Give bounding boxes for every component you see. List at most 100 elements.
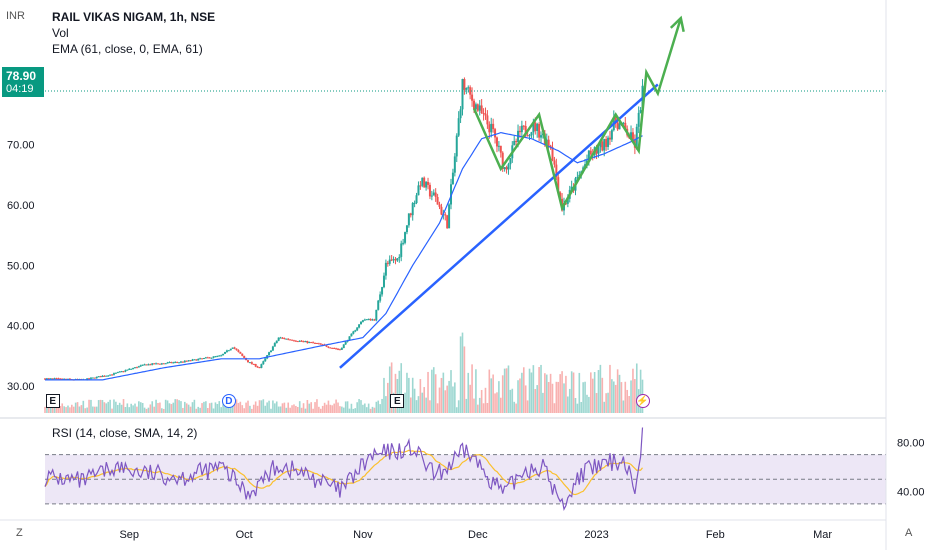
- volume-bar: [277, 406, 280, 413]
- candle-body: [97, 376, 100, 378]
- volume-bar: [620, 382, 623, 413]
- candle-body: [513, 140, 516, 146]
- candle-body: [174, 361, 177, 363]
- volume-bar: [563, 383, 565, 413]
- candle-body: [204, 357, 207, 359]
- candle-body: [507, 164, 510, 170]
- candle-body: [312, 342, 315, 344]
- volume-bar: [365, 407, 368, 413]
- candle-body: [89, 377, 92, 379]
- volume-bar: [143, 407, 146, 413]
- volume-bar: [222, 399, 224, 413]
- candle-body: [327, 346, 330, 348]
- volume-bar: [298, 401, 301, 413]
- volume-bar: [547, 382, 550, 413]
- candle-body: [409, 213, 412, 216]
- candle-body: [166, 362, 169, 364]
- auto-scale-button[interactable]: A: [905, 527, 913, 539]
- volume-bar: [134, 403, 136, 413]
- volume-bar: [147, 407, 150, 413]
- candle-body: [419, 185, 422, 187]
- candle-body: [116, 372, 119, 374]
- rsi-axis: 80.00 40.00: [897, 437, 925, 498]
- candle-body: [59, 378, 62, 380]
- candle-body: [224, 351, 227, 354]
- volume-bar: [358, 399, 360, 413]
- candle-body: [358, 324, 361, 328]
- dividend-badge[interactable]: D: [221, 394, 236, 408]
- earnings-badge[interactable]: E: [390, 394, 405, 408]
- volume-bar: [607, 392, 609, 413]
- candle-body: [107, 375, 110, 377]
- volume-bar: [498, 381, 500, 413]
- candle-body: [289, 339, 292, 341]
- volume-bar: [501, 375, 504, 413]
- candle-body: [220, 355, 223, 357]
- volume-bar: [285, 407, 288, 413]
- candle-body: [216, 355, 219, 357]
- volume-bar: [442, 372, 445, 413]
- zigzag-projection-drawing[interactable]: [472, 17, 683, 212]
- candle-body: [624, 122, 627, 129]
- candle-body: [547, 139, 550, 146]
- candle-body: [476, 104, 479, 111]
- candle-body: [66, 378, 69, 380]
- candle-body: [396, 258, 399, 261]
- symbol-title[interactable]: RAIL VIKAS NIGAM, 1h, NSE: [52, 10, 216, 24]
- candle-body: [505, 167, 508, 170]
- volume-bar: [580, 401, 583, 413]
- candle-body: [398, 256, 401, 259]
- earnings-badge[interactable]: E: [45, 394, 60, 408]
- candle-body: [130, 368, 133, 370]
- candle-body: [526, 135, 529, 137]
- candle-body: [51, 378, 54, 380]
- volume-legend[interactable]: Vol: [52, 26, 69, 40]
- volume-bar: [229, 406, 232, 413]
- candle-body: [601, 141, 604, 151]
- candle-body: [156, 363, 159, 365]
- candle-body: [210, 357, 213, 359]
- candle-body: [438, 204, 441, 207]
- lightning-icon[interactable]: ⚡: [635, 394, 650, 408]
- volume-bar: [55, 403, 58, 413]
- ema-legend[interactable]: EMA (61, close, 0, EMA, 61): [52, 42, 203, 56]
- volume-bar: [551, 383, 554, 413]
- volume-bar: [57, 405, 60, 413]
- rsi-legend[interactable]: RSI (14, close, SMA, 14, 2): [52, 426, 198, 440]
- candle-body: [235, 348, 238, 351]
- volume-bar: [335, 399, 337, 413]
- volume-bar: [251, 408, 253, 413]
- volume-bar: [486, 402, 489, 413]
- volume-bar: [321, 405, 324, 413]
- candle-body: [536, 123, 539, 131]
- volume-bar: [599, 364, 602, 413]
- candle-body: [486, 115, 489, 125]
- time-axis-label: Oct: [236, 529, 253, 541]
- candle-body: [450, 184, 453, 205]
- candle-body: [484, 113, 487, 116]
- candle-body: [354, 330, 357, 332]
- volume-bar: [352, 408, 355, 413]
- candle-body: [45, 378, 48, 380]
- candle-body: [139, 365, 142, 367]
- timezone-button[interactable]: Z: [16, 527, 23, 539]
- volume-bar: [323, 402, 326, 413]
- time-axis: Sep Oct Nov Dec 2023 Feb Mar: [119, 529, 832, 541]
- volume-bar: [626, 389, 629, 413]
- candle-body: [248, 362, 251, 364]
- candle-body: [415, 195, 418, 203]
- volume-bar: [274, 403, 276, 413]
- volume-bar: [436, 403, 439, 413]
- candle-body: [315, 342, 318, 344]
- volume-bar: [210, 402, 213, 413]
- volume-bar: [411, 377, 414, 413]
- volume-bar: [561, 371, 563, 413]
- candle-body: [269, 350, 272, 353]
- volume-bar: [178, 400, 180, 413]
- candle-body: [432, 192, 435, 196]
- candle-body: [495, 137, 498, 147]
- volume-bar: [628, 395, 630, 413]
- volume-bar: [126, 403, 129, 413]
- trendline-drawing[interactable]: [339, 83, 659, 369]
